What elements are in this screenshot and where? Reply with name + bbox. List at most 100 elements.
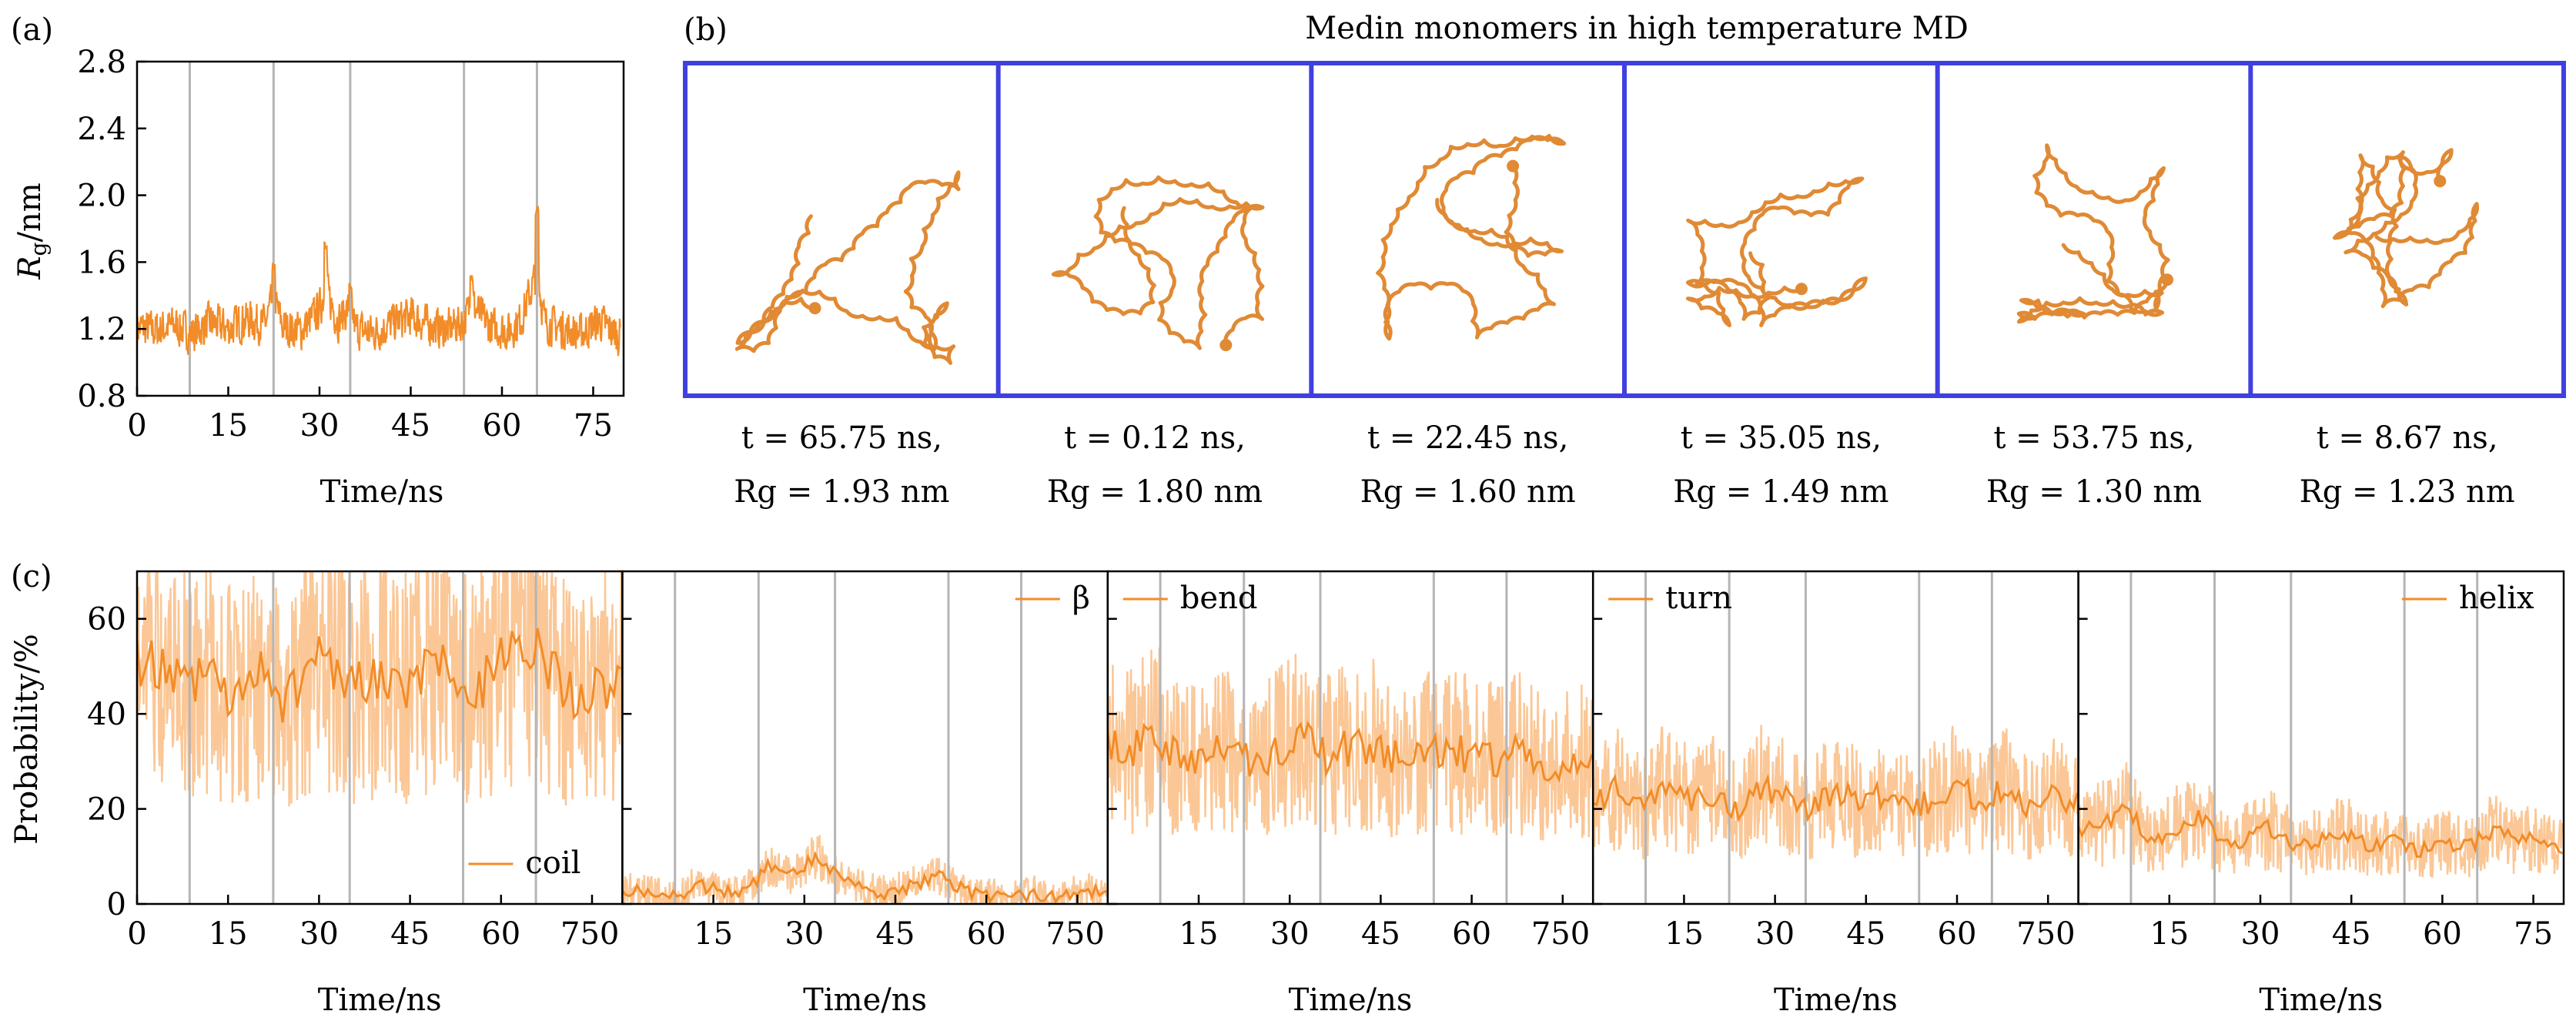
panel-c-chart-coil: 0 20 40 60 0 15 30 45 60 750 Time/ns coil bbox=[87, 570, 624, 1018]
panel-c-ytick-60: 60 bbox=[87, 602, 126, 638]
panel-c-xtick-75: 75 bbox=[2514, 916, 2553, 952]
series-line-bend bbox=[1107, 721, 1594, 783]
legend-label-β: β bbox=[1072, 581, 1090, 616]
panel-c-chart-turn: 15 30 45 60 750 Time/ns turn bbox=[1591, 570, 2079, 1018]
series-band-coil bbox=[137, 571, 623, 807]
series-band-turn bbox=[1593, 725, 2079, 860]
panel-c-xtick-30: 30 bbox=[1755, 916, 1795, 952]
panel-a-frame bbox=[135, 60, 625, 397]
panel-c-xtick-30: 30 bbox=[1270, 916, 1310, 952]
protein-terminus-2 bbox=[1219, 339, 1233, 352]
snapshot-time-1: t = 65.75 ns, bbox=[741, 420, 942, 456]
panel-a-chart: 0 15 30 45 60 75 0.8 1.2 1.6 2.0 2.4 2.8 bbox=[77, 45, 625, 444]
panel-c-frame-helix bbox=[2077, 570, 2565, 905]
protein-terminus-6 bbox=[2434, 175, 2447, 188]
series-line-coil bbox=[137, 628, 622, 723]
protein-chain-1 bbox=[734, 170, 961, 365]
panel-c-xtick-45: 45 bbox=[1361, 916, 1400, 952]
panel-c-xtick-30: 30 bbox=[299, 916, 339, 952]
panel-a-ytick-1.2: 1.2 bbox=[77, 312, 126, 347]
series-band-β bbox=[622, 835, 1108, 904]
panel-c-xtick-60: 60 bbox=[1452, 916, 1491, 952]
panel-c-xtick-750: 750 bbox=[2016, 916, 2075, 952]
snapshot-rg-4: Rg = 1.49 nm bbox=[1673, 474, 1889, 510]
panel-c-xtick-15: 15 bbox=[1664, 916, 1704, 952]
panel-a-xtick-75: 75 bbox=[574, 408, 613, 444]
panel-c-xtick-45: 45 bbox=[2332, 916, 2371, 952]
panel-c-xtick-750: 750 bbox=[560, 916, 619, 952]
snapshot-time-2: t = 0.12 ns, bbox=[1064, 420, 1246, 456]
legend-label-turn: turn bbox=[1665, 581, 1732, 616]
panel-a-xtick-15: 15 bbox=[209, 408, 248, 444]
panel-b-title: Medin monomers in high temperature MD bbox=[1305, 11, 1969, 46]
panel-a-label: (a) bbox=[11, 12, 53, 48]
panel-a-xtick-45: 45 bbox=[391, 408, 430, 444]
panel-c-ylabel: Probability/% bbox=[9, 634, 45, 845]
legend-label-bend: bend bbox=[1180, 581, 1258, 616]
panel-a-ylabel: Rg/nm bbox=[12, 182, 52, 280]
snapshot-time-3: t = 22.45 ns, bbox=[1367, 420, 1568, 456]
snapshot-time-4: t = 35.05 ns, bbox=[1681, 420, 1882, 456]
protein-chain-4 bbox=[1685, 176, 1868, 328]
snapshot-time-6: t = 8.67 ns, bbox=[2317, 420, 2498, 456]
protein-chain-3 bbox=[1376, 133, 1567, 341]
snapshot-row: t = 65.75 ns, Rg = 1.93 nm t = 0.12 ns, Rg … bbox=[683, 61, 2566, 510]
panel-c-xtick-0: 0 bbox=[127, 916, 146, 952]
panel-c-xtick-30: 30 bbox=[785, 916, 824, 952]
panel-c-xtick-750: 750 bbox=[1045, 916, 1104, 952]
panel-a-ytick-2.8: 2.8 bbox=[77, 45, 126, 80]
protein-terminus-5 bbox=[2161, 273, 2174, 286]
series-line-helix bbox=[2078, 802, 2564, 859]
protein-chain-5 bbox=[2016, 143, 2170, 324]
panel-a-ytick-1.6: 1.6 bbox=[77, 245, 126, 280]
panel-c-xlabel: Time/ns bbox=[1289, 982, 1413, 1018]
panel-c-xtick-45: 45 bbox=[876, 916, 915, 952]
snapshot-rg-2: Rg = 1.80 nm bbox=[1047, 474, 1263, 510]
snapshot-time-5: t = 53.75 ns, bbox=[1993, 420, 2194, 456]
panel-c-xlabel: Time/ns bbox=[318, 982, 442, 1018]
series-line-β bbox=[622, 851, 1107, 904]
protein-chain-6 bbox=[2333, 148, 2480, 309]
rg-line bbox=[135, 206, 621, 356]
panel-a-ytick-2.0: 2.0 bbox=[77, 179, 126, 214]
protein-chain-2 bbox=[1051, 175, 1265, 350]
panel-c-chart-bend: 15 30 45 60 750 Time/ns bend bbox=[1106, 570, 1594, 1018]
series-line-turn bbox=[1593, 773, 2079, 822]
panel-c-xtick-15: 15 bbox=[2149, 916, 2189, 952]
panel-c-xtick-60: 60 bbox=[967, 916, 1006, 952]
panel-c-xtick-60: 60 bbox=[2423, 916, 2462, 952]
panel-c-chart-helix: 15 30 45 60 75 Time/ns helix bbox=[2077, 570, 2565, 1018]
panel-c-xlabel: Time/ns bbox=[1774, 982, 1898, 1018]
protein-terminus-3 bbox=[1507, 159, 1520, 172]
series-band-bend bbox=[1107, 647, 1594, 841]
panel-c-label: (c) bbox=[11, 559, 52, 594]
snapshot-rg-5: Rg = 1.30 nm bbox=[1986, 474, 2202, 510]
protein-terminus-1 bbox=[808, 302, 821, 315]
snapshot-rg-1: Rg = 1.93 nm bbox=[734, 474, 949, 510]
panel-a-ytick-0.8: 0.8 bbox=[77, 379, 126, 414]
panel-c-xtick-15: 15 bbox=[694, 916, 733, 952]
snapshot-rg-3: Rg = 1.60 nm bbox=[1360, 474, 1576, 510]
panel-c-xtick-750: 750 bbox=[1531, 916, 1590, 952]
panel-a-xtick-30: 30 bbox=[300, 408, 340, 444]
panel-b-label: (b) bbox=[684, 12, 728, 48]
panel-a-xtick-60: 60 bbox=[483, 408, 522, 444]
panel-c-frame-β bbox=[621, 570, 1109, 905]
snapshot-rg-6: Rg = 1.23 nm bbox=[2300, 474, 2515, 510]
panel-c-chart-β: 15 30 45 60 750 Time/ns β bbox=[621, 570, 1109, 1018]
panel-a-xlabel: Time/ns bbox=[320, 474, 444, 510]
panel-a-ytick-2.4: 2.4 bbox=[77, 112, 126, 147]
panel-c-charts: 0 20 40 60 0 15 30 45 60 750 Time/ns coil 15 30 45 60 75… bbox=[87, 570, 2565, 1018]
panel-c-xtick-30: 30 bbox=[2241, 916, 2280, 952]
panel-c-xlabel: Time/ns bbox=[803, 982, 927, 1018]
series-band-helix bbox=[2078, 762, 2564, 879]
legend-label-helix: helix bbox=[2459, 581, 2534, 616]
panel-c-xtick-45: 45 bbox=[1846, 916, 1885, 952]
legend-label-coil: coil bbox=[525, 845, 580, 881]
panel-c-xtick-60: 60 bbox=[1938, 916, 1977, 952]
panel-c-xtick-60: 60 bbox=[481, 916, 520, 952]
panel-c-ytick-40: 40 bbox=[87, 697, 126, 732]
panel-c-xtick-15: 15 bbox=[209, 916, 248, 952]
panel-c-xlabel: Time/ns bbox=[2259, 982, 2383, 1018]
